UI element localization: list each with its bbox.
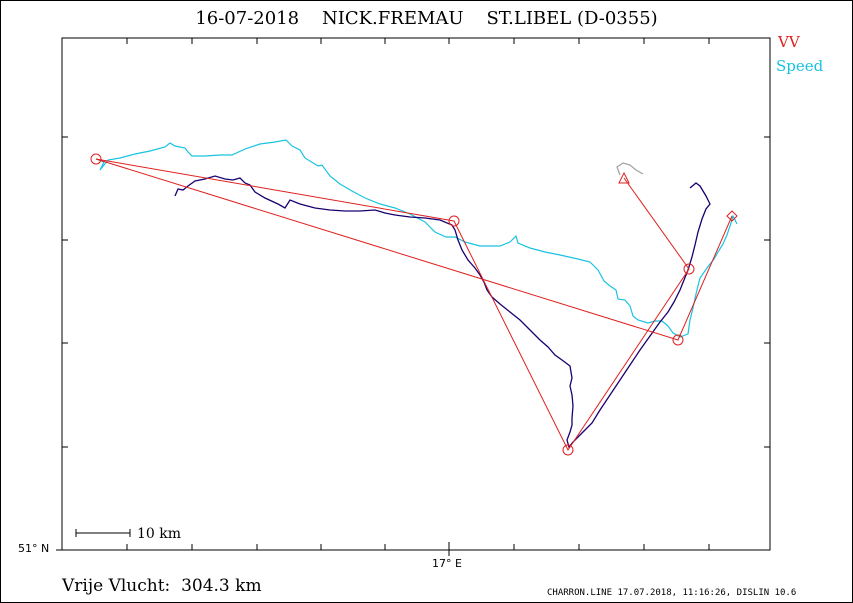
legend-vv: VV xyxy=(778,33,800,51)
map-plot-area xyxy=(61,37,771,551)
turnpoint-circle xyxy=(562,444,574,456)
x-axis-label: 17° E xyxy=(432,557,462,570)
y-ticks xyxy=(62,136,770,448)
footer-info: CHARRON.LINE 17.07.2018, 11:16:26, DISLI… xyxy=(547,588,797,598)
legend-speed: Speed xyxy=(776,57,824,75)
glider-track xyxy=(174,175,711,449)
turnpoint-circle xyxy=(448,215,460,227)
release-track xyxy=(616,162,644,176)
scale-bar-label: 10 km xyxy=(137,526,182,542)
turnpoints xyxy=(90,153,695,456)
flight-title: 16-07-2018 NICK.FREMAU ST.LIBEL (D-0355) xyxy=(195,8,658,29)
start-triangle-icon xyxy=(618,171,630,184)
turnpoint-circle xyxy=(683,263,695,275)
scale-bar xyxy=(75,529,131,537)
y-axis-label: 51° N xyxy=(18,542,50,555)
task-route xyxy=(95,158,690,451)
distance-text: Vrije Vlucht: 304.3 km xyxy=(62,576,262,596)
task-route-leg xyxy=(95,158,733,341)
speed-track xyxy=(95,139,738,338)
turnpoint-circle xyxy=(672,334,684,346)
x-ticks xyxy=(126,38,710,556)
finish-diamond-icon xyxy=(726,210,738,222)
turnpoint-circle xyxy=(90,153,102,165)
